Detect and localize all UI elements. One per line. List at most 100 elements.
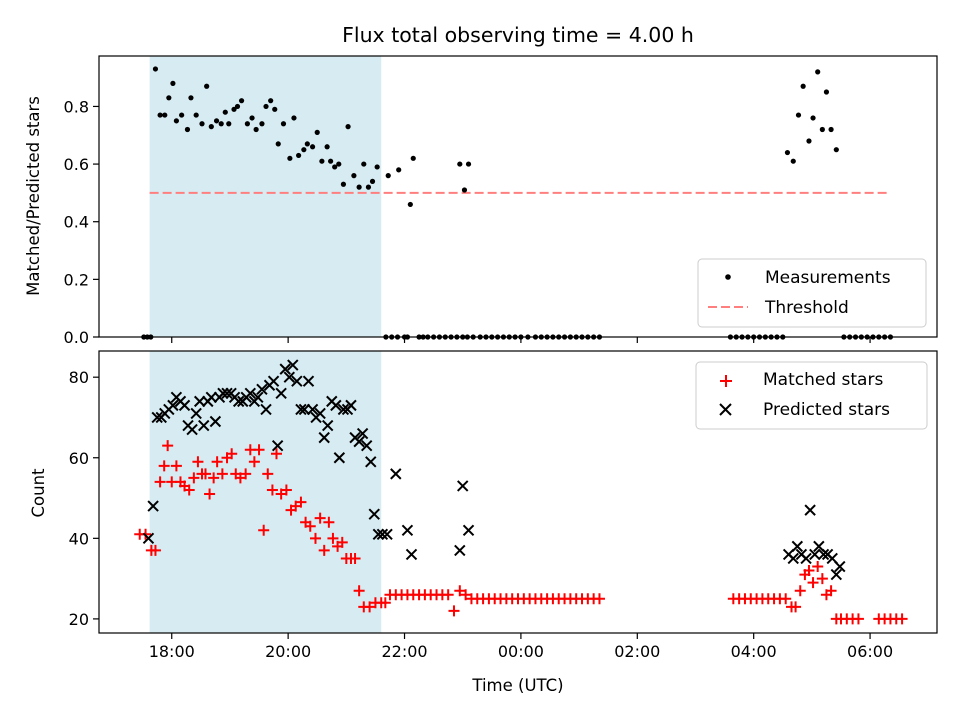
x-tick-label: 00:00 — [498, 642, 544, 661]
measurement-point — [193, 112, 199, 118]
measurement-point — [800, 83, 806, 89]
predicted-star-point — [283, 371, 296, 383]
measurement-point — [213, 118, 220, 124]
predicted-stars-points — [142, 359, 846, 581]
y-tick-label: 0.6 — [64, 155, 89, 174]
measurement-point — [188, 95, 194, 101]
bottom-legend: Matched stars Predicted stars — [695, 361, 928, 430]
measurement-point — [385, 173, 391, 179]
predicted-star-point — [321, 419, 334, 432]
measurement-point — [823, 89, 830, 95]
predicted-star-point — [401, 524, 414, 536]
predicted-star-point — [800, 552, 812, 565]
measurement-point — [336, 161, 342, 167]
x-tick-label: 22:00 — [381, 642, 427, 661]
measurement-point — [784, 149, 791, 156]
legend-threshold-label: Threshold — [764, 298, 849, 318]
matched-star-point — [442, 589, 454, 601]
x-tick-label: 18:00 — [149, 642, 195, 661]
predicted-star-point — [372, 528, 385, 541]
matched-star-point — [188, 472, 200, 484]
measurement-point — [234, 103, 241, 110]
measurement-point — [208, 124, 214, 130]
measurement-point — [461, 187, 468, 193]
bottom-axes: 20 40 60 80 18:00 20:00 22:00 00:00 02:00 04:00 0… — [29, 350, 938, 695]
measurement-point — [268, 98, 274, 104]
measurement-point — [410, 155, 416, 161]
matched-star-point — [812, 561, 824, 573]
observing-window-shade — [149, 56, 382, 337]
predicted-star-point — [287, 359, 299, 371]
predicted-star-point — [804, 504, 816, 516]
matched-star-point — [211, 456, 223, 468]
predicted-star-point — [186, 423, 198, 436]
predicted-star-point — [147, 500, 159, 512]
x-tick-label: 20:00 — [265, 642, 311, 661]
matched-star-point — [327, 532, 339, 544]
predicted-star-point — [390, 468, 402, 480]
matched-star-point — [248, 456, 260, 468]
predicted-star-point — [454, 544, 466, 557]
predicted-star-point — [817, 548, 830, 561]
predicted-star-point — [360, 439, 373, 452]
predicted-star-point — [193, 395, 206, 408]
matched-star-point — [270, 448, 282, 460]
measurement-point — [361, 161, 367, 167]
matched-star-point — [266, 484, 278, 496]
predicted-star-point — [368, 508, 380, 520]
predicted-star-point — [353, 435, 365, 448]
top-legend: Measurements Threshold — [697, 258, 927, 328]
x-tick-label: 06:00 — [847, 642, 893, 661]
measurement-point — [296, 152, 302, 159]
predicted-star-point — [791, 540, 804, 553]
measurement-point — [465, 161, 472, 167]
matched-star-point — [593, 593, 605, 605]
measurement-point — [166, 95, 172, 101]
predicted-star-point — [142, 532, 155, 545]
matched-star-point — [323, 516, 335, 528]
matched-star-point — [304, 520, 316, 532]
measurement-point — [218, 121, 224, 127]
legend-matched-label: Matched stars — [763, 370, 883, 390]
predicted-star-point — [275, 387, 287, 400]
measurement-point — [795, 112, 802, 118]
predicted-star-point — [302, 375, 315, 387]
measurement-point — [162, 112, 168, 118]
measurement-point — [291, 115, 297, 121]
predicted-star-point — [381, 528, 393, 541]
predicted-star-point — [271, 439, 284, 452]
matched-star-point — [780, 593, 792, 605]
matched-star-point — [318, 544, 330, 556]
matched-star-point — [170, 460, 182, 472]
y-tick-label: 60 — [69, 449, 89, 468]
y-tick-label: 0.8 — [64, 97, 89, 116]
matched-star-point — [149, 544, 161, 556]
predicted-star-point — [279, 363, 291, 375]
matched-star-point — [460, 589, 472, 601]
predicted-star-point — [232, 395, 245, 408]
predicted-star-point — [365, 456, 377, 468]
matched-star-point — [794, 585, 806, 597]
matched-star-point — [262, 468, 274, 480]
bottom-y-axis-label: Count — [29, 468, 48, 518]
top-axes-frame — [98, 55, 938, 338]
measurement-point — [790, 158, 796, 164]
predicted-star-point — [295, 403, 307, 416]
y-tick-label: 0.2 — [64, 270, 89, 289]
matched-star-point — [204, 488, 216, 500]
matched-star-point — [852, 613, 864, 625]
matched-star-point — [258, 524, 270, 536]
measurement-point — [309, 144, 316, 150]
matched-star-point — [349, 552, 361, 564]
predicted-star-point — [830, 568, 843, 581]
legend-predicted-label: Predicted stars — [763, 400, 890, 420]
bottom-axes-frame — [98, 350, 938, 634]
measurement-point — [301, 147, 307, 153]
matched-star-point — [896, 613, 908, 625]
measurement-point — [253, 126, 259, 133]
predicted-star-point — [314, 407, 326, 420]
measurement-point — [157, 112, 163, 118]
legend-measurements-marker — [725, 274, 731, 280]
measurement-point — [170, 80, 176, 86]
matched-star-point — [807, 577, 819, 589]
